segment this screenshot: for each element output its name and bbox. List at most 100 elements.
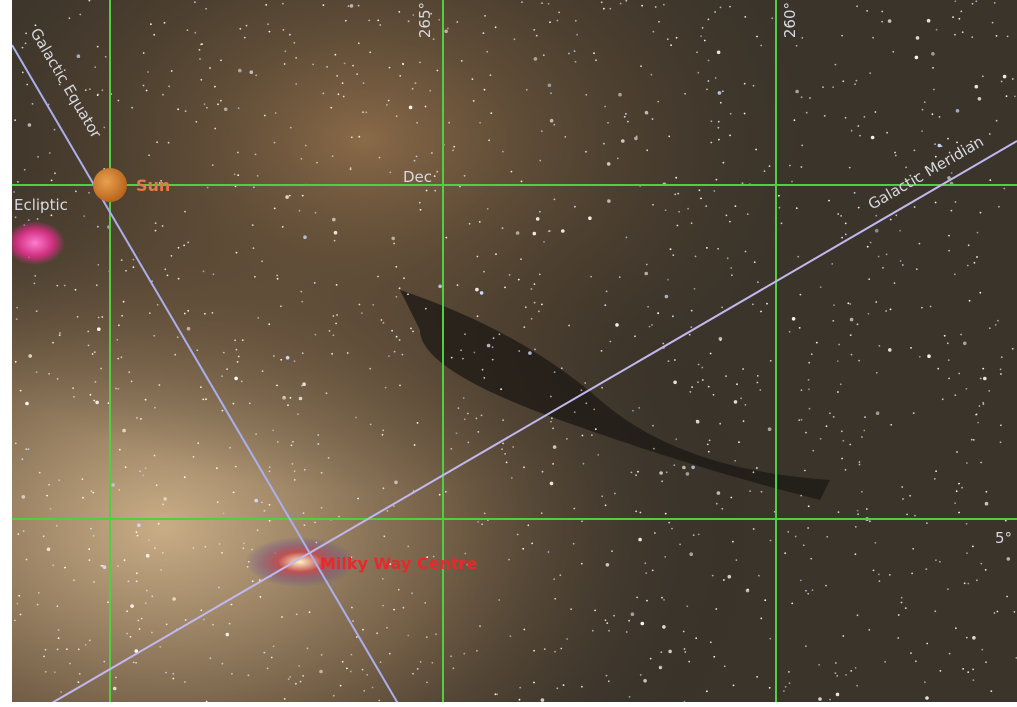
star bbox=[965, 522, 968, 525]
star bbox=[947, 137, 949, 140]
star bbox=[479, 625, 481, 627]
star bbox=[708, 439, 711, 442]
star bbox=[237, 151, 239, 154]
star bbox=[923, 101, 926, 103]
star bbox=[573, 50, 576, 52]
star bbox=[637, 470, 639, 473]
star bbox=[464, 333, 466, 336]
star bbox=[491, 346, 494, 349]
star bbox=[183, 312, 186, 315]
star bbox=[660, 651, 663, 654]
star bbox=[379, 661, 382, 663]
star bbox=[975, 413, 977, 416]
star bbox=[140, 617, 143, 620]
sun-label[interactable]: Sun bbox=[136, 176, 170, 195]
star bbox=[881, 10, 884, 13]
star bbox=[86, 120, 89, 122]
star bbox=[288, 194, 291, 197]
star bbox=[822, 86, 824, 88]
star bbox=[970, 438, 973, 441]
star bbox=[491, 358, 494, 361]
star bbox=[516, 533, 519, 536]
star bbox=[158, 384, 161, 386]
star bbox=[652, 424, 654, 427]
star bbox=[934, 610, 937, 613]
star bbox=[788, 330, 791, 333]
star bbox=[550, 420, 552, 423]
star bbox=[605, 674, 608, 677]
star bbox=[877, 255, 880, 258]
star bbox=[302, 382, 306, 387]
star bbox=[336, 75, 338, 77]
star bbox=[709, 641, 712, 644]
star bbox=[295, 83, 298, 85]
star bbox=[403, 277, 405, 280]
star bbox=[393, 242, 395, 245]
star bbox=[533, 649, 535, 652]
star bbox=[176, 336, 179, 339]
star bbox=[687, 207, 689, 210]
star bbox=[791, 180, 793, 183]
star bbox=[732, 540, 734, 543]
star bbox=[838, 343, 840, 346]
star bbox=[100, 565, 103, 567]
star bbox=[486, 208, 489, 210]
star bbox=[662, 342, 665, 345]
star bbox=[27, 448, 30, 450]
star bbox=[552, 463, 554, 465]
star bbox=[58, 83, 61, 86]
star bbox=[88, 548, 91, 550]
star bbox=[177, 108, 180, 111]
star bbox=[619, 2, 622, 5]
star bbox=[729, 134, 731, 137]
star bbox=[752, 303, 754, 306]
star bbox=[293, 470, 296, 473]
star bbox=[989, 179, 992, 182]
star bbox=[837, 511, 840, 513]
star bbox=[819, 437, 822, 440]
star bbox=[741, 182, 744, 185]
star bbox=[237, 107, 240, 110]
star bbox=[547, 230, 550, 233]
star bbox=[313, 282, 316, 284]
milky-way-centre-label[interactable]: Milky Way Centre bbox=[320, 554, 477, 573]
star bbox=[92, 534, 95, 537]
star bbox=[684, 92, 686, 95]
star bbox=[657, 312, 660, 315]
star bbox=[603, 142, 605, 145]
star bbox=[317, 443, 320, 445]
star bbox=[948, 234, 950, 237]
star bbox=[910, 347, 912, 349]
star bbox=[266, 667, 269, 670]
star bbox=[293, 360, 296, 363]
star bbox=[391, 236, 396, 241]
star bbox=[712, 393, 715, 396]
star bbox=[630, 612, 635, 616]
star bbox=[690, 326, 693, 329]
star bbox=[104, 55, 107, 58]
star bbox=[377, 275, 379, 278]
star bbox=[676, 224, 679, 227]
star bbox=[346, 352, 349, 354]
star bbox=[369, 51, 372, 54]
star bbox=[267, 23, 269, 25]
star bbox=[289, 676, 292, 678]
star bbox=[640, 621, 645, 626]
star bbox=[328, 330, 331, 332]
star bbox=[844, 469, 847, 471]
star bbox=[558, 11, 560, 14]
star bbox=[807, 379, 810, 381]
star bbox=[476, 255, 479, 258]
star bbox=[471, 78, 474, 80]
sun-marker[interactable] bbox=[93, 168, 127, 202]
star bbox=[430, 12, 433, 15]
star bbox=[698, 189, 701, 192]
star bbox=[707, 385, 710, 388]
star bbox=[918, 242, 921, 245]
star bbox=[285, 355, 290, 360]
star bbox=[117, 387, 120, 390]
star bbox=[25, 558, 28, 561]
star bbox=[341, 660, 344, 663]
star bbox=[248, 402, 251, 405]
star bbox=[334, 53, 337, 56]
